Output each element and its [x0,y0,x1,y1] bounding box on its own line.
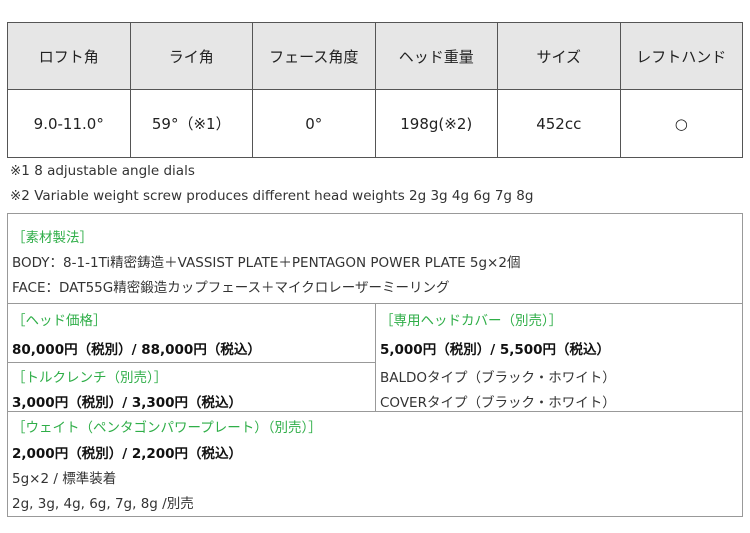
materials-face: FACE：DAT55G精密鍛造カップフェース＋マイクロレーザーミーリング [12,280,450,296]
header-lie: ライ角 [129,22,253,90]
head-price: 80,000円（税別）/ 88,000円（税込） [12,342,261,358]
header-face-angle: フェース角度 [252,22,376,90]
head-cover-type-baldo: BALDOタイプ（ブラック・ホワイト） [380,370,616,386]
weight-title: ［ウェイト（ペンタゴンパワープレート）（別売）］ [12,420,322,436]
materials-title: ［素材製法］ [12,230,93,246]
head-cover-price: 5,000円（税別）/ 5,500円（税込） [380,342,611,358]
weight-options: 2g, 3g, 4g, 6g, 7g, 8g /別売 [12,496,194,512]
spec-value-row: 9.0-11.0° 59°（※1） 0° 198g(※2) 452cc ○ [7,89,743,158]
spec-header-row: ロフト角 ライ角 フェース角度 ヘッド重量 サイズ レフトハンド [7,22,743,90]
weight-standard: 5g×2 / 標準装着 [12,471,117,487]
head-cover-title: ［専用ヘッドカバー（別売）］ [380,313,563,329]
note-1: ※1 8 adjustable angle dials [10,163,195,179]
details-box: ［素材製法］ BODY：8-1-1Ti精密鋳造＋VASSIST PLATE＋PE… [7,213,743,517]
value-face-angle: 0° [252,89,376,158]
head-cover-type-cover: COVERタイプ（ブラック・ホワイト） [380,395,616,411]
divider [8,362,375,363]
divider [375,303,376,411]
value-size: 452cc [497,89,621,158]
header-left-hand: レフトハンド [619,22,743,90]
weight-price: 2,000円（税別）/ 2,200円（税込） [12,446,243,462]
value-lie: 59°（※1） [129,89,253,158]
torque-wrench-title: ［トルクレンチ（別売）］ [12,370,168,386]
materials-body: BODY：8-1-1Ti精密鋳造＋VASSIST PLATE＋PENTAGON … [12,255,521,271]
divider [8,411,742,412]
note-2: ※2 Variable weight screw produces differ… [10,188,534,204]
header-size: サイズ [497,22,621,90]
header-loft: ロフト角 [7,22,131,90]
value-head-weight: 198g(※2) [374,89,498,158]
spec-table: ロフト角 ライ角 フェース角度 ヘッド重量 サイズ レフトハンド 9.0-11.… [7,22,743,158]
value-loft: 9.0-11.0° [7,89,131,158]
header-head-weight: ヘッド重量 [374,22,498,90]
head-price-title: ［ヘッド価格］ [12,313,107,329]
torque-wrench-price: 3,000円（税別）/ 3,300円（税込） [12,395,243,411]
value-left-hand: ○ [619,89,743,158]
